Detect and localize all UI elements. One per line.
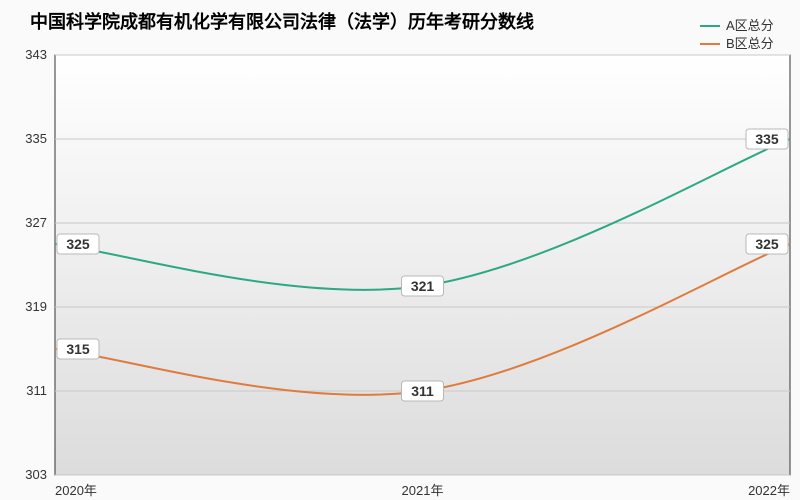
y-tick-label: 343 bbox=[25, 47, 47, 62]
y-tick-label: 303 bbox=[25, 467, 47, 482]
chart-svg: 中国科学院成都有机化学有限公司法律（法学）历年考研分数线 A区总分 B区总分 303 3… bbox=[0, 0, 800, 500]
legend-label: A区总分 bbox=[726, 18, 774, 33]
data-label: 311 bbox=[411, 383, 434, 399]
x-tick-label: 2021年 bbox=[402, 483, 444, 498]
x-tick-label: 2022年 bbox=[748, 483, 790, 498]
data-label: 325 bbox=[66, 236, 90, 252]
y-tick-label: 327 bbox=[25, 215, 47, 230]
data-label: 315 bbox=[66, 341, 90, 357]
data-label: 335 bbox=[755, 131, 779, 147]
y-tick-label: 335 bbox=[25, 131, 47, 146]
chart-container: 中国科学院成都有机化学有限公司法律（法学）历年考研分数线 A区总分 B区总分 303 3… bbox=[0, 0, 800, 500]
legend-label: B区总分 bbox=[726, 36, 774, 51]
chart-title: 中国科学院成都有机化学有限公司法律（法学）历年考研分数线 bbox=[30, 11, 534, 32]
data-label: 321 bbox=[411, 278, 435, 294]
y-tick-label: 319 bbox=[25, 299, 47, 314]
y-tick-label: 311 bbox=[26, 383, 47, 398]
x-tick-label: 2020年 bbox=[55, 483, 97, 498]
data-label: 325 bbox=[755, 236, 779, 252]
